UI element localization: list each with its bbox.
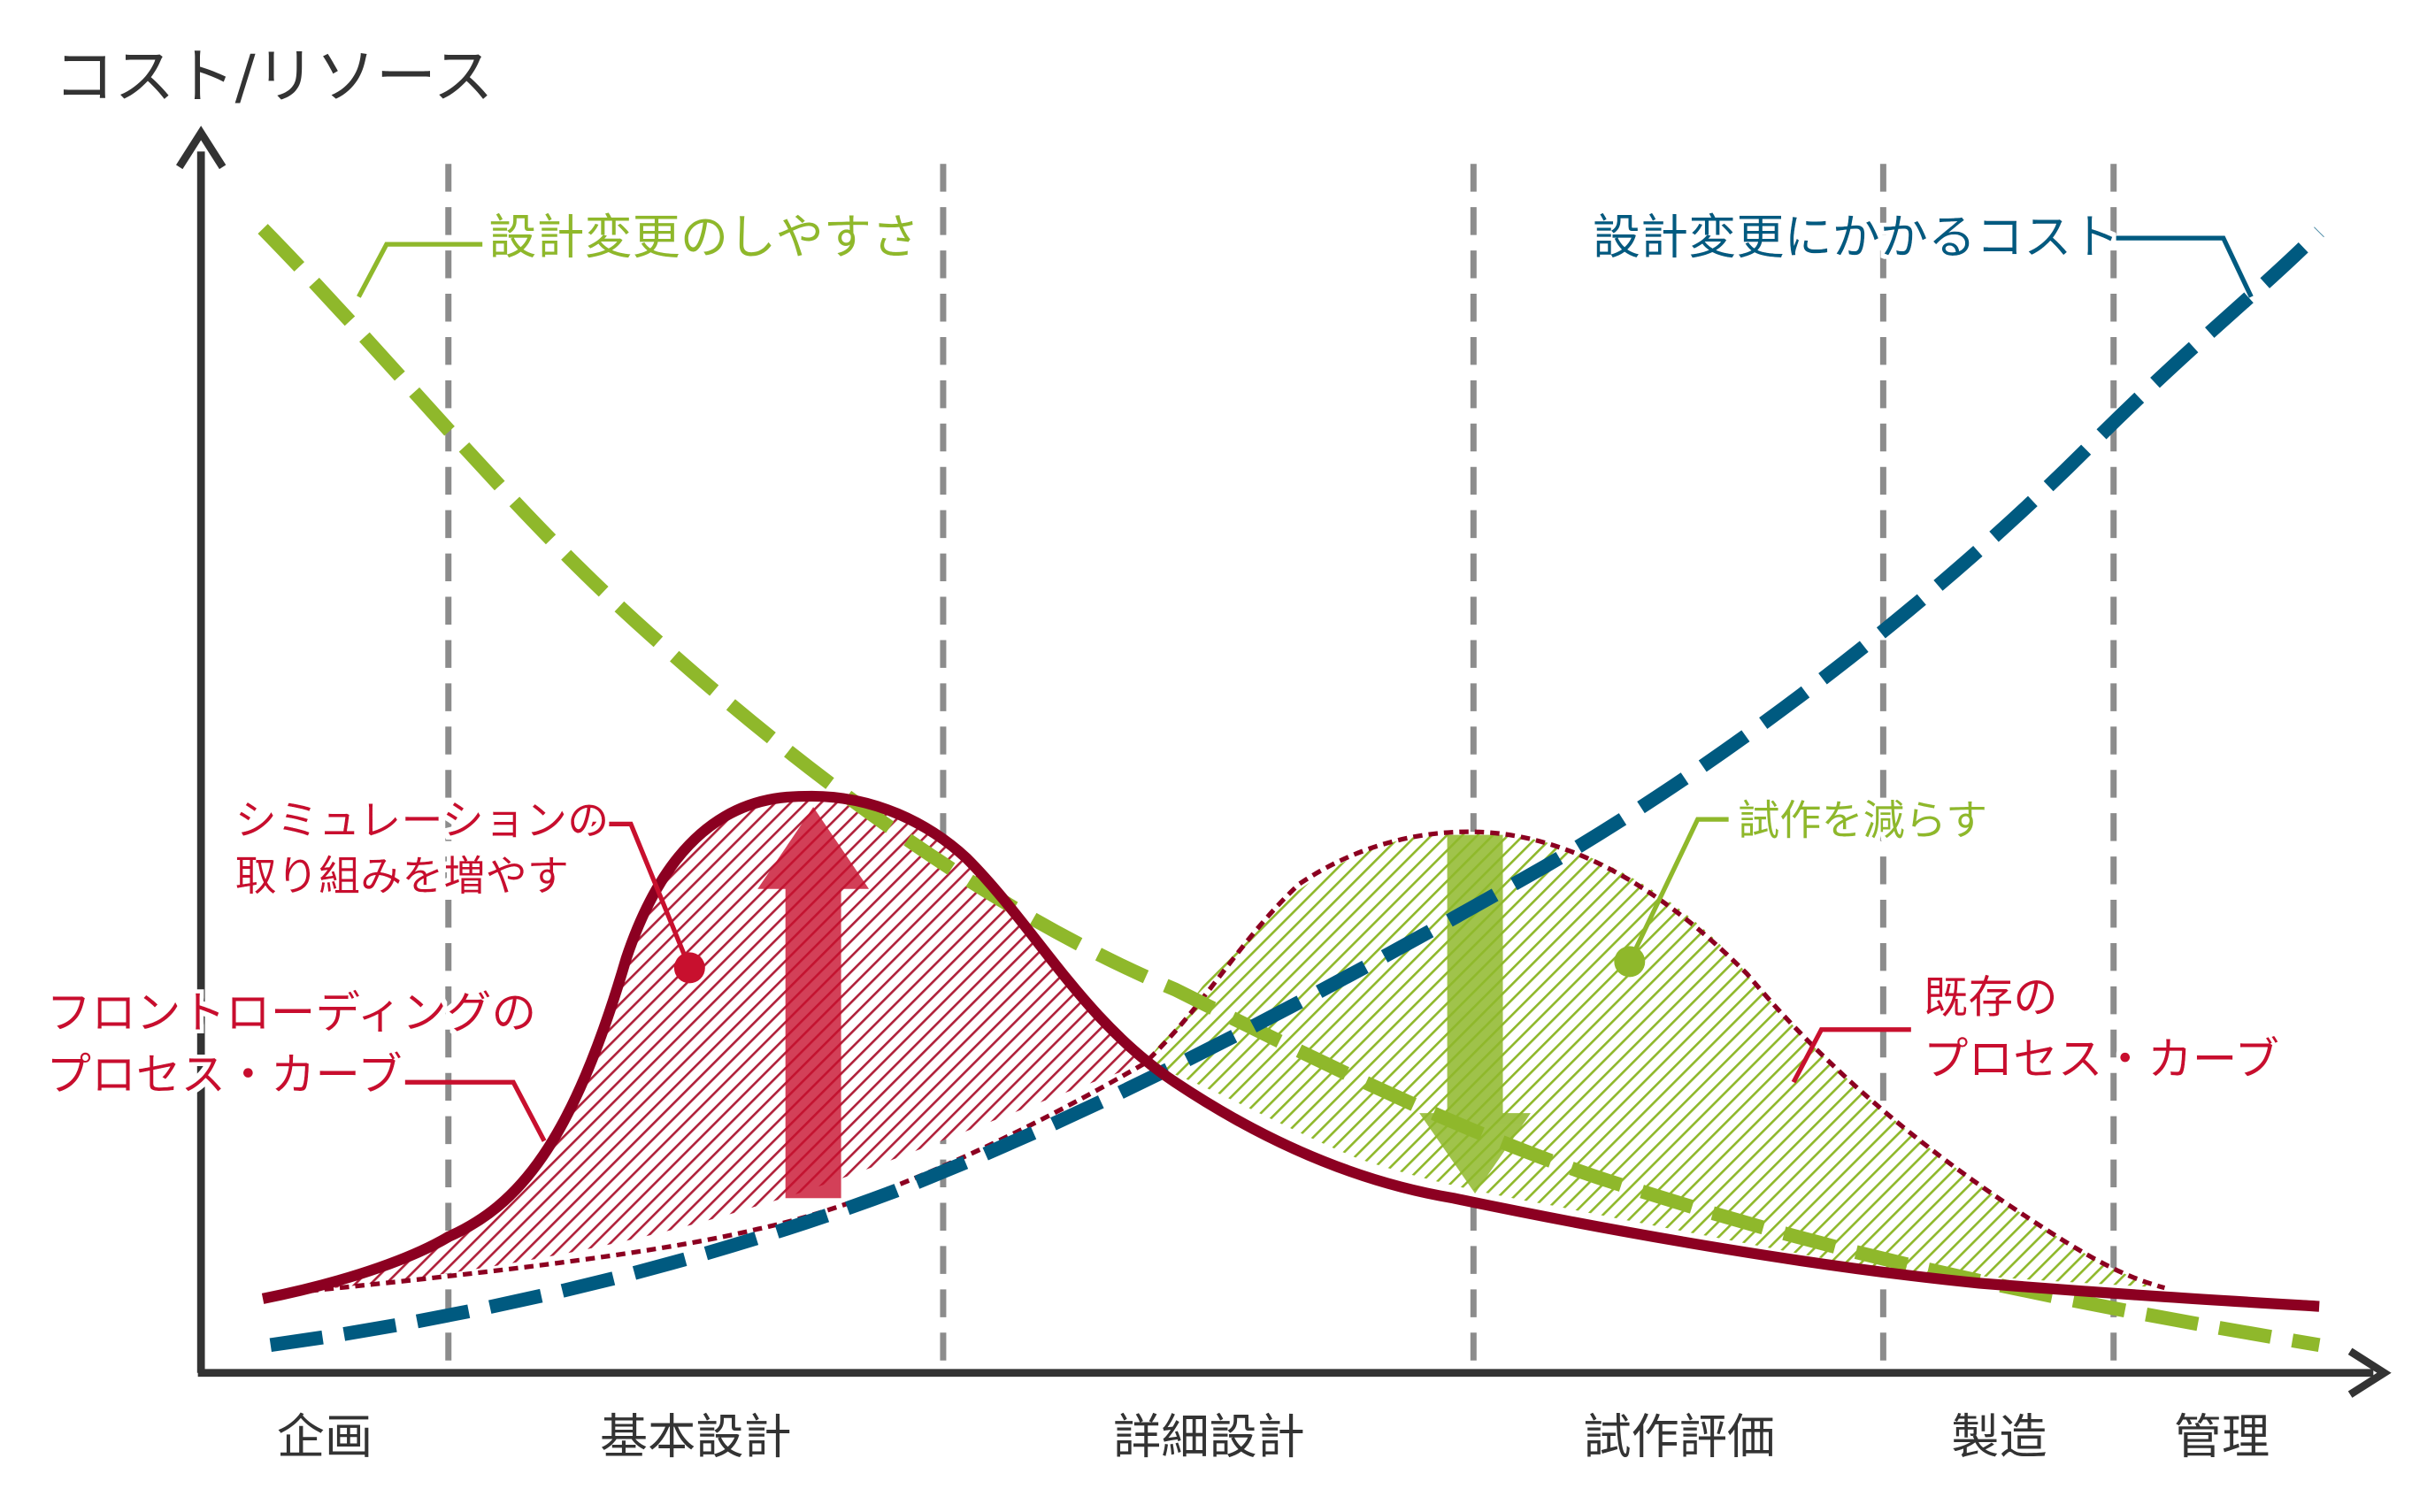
front-loading-process-curve	[261, 790, 2320, 1312]
prototype-callout-dot	[1614, 946, 1646, 978]
simulation-callout-leader	[590, 821, 692, 969]
phase-label-planning: 企画	[277, 1409, 373, 1465]
simulation-label-line-1: シミュレーションの	[235, 797, 610, 846]
phase-label-management: 管理	[2174, 1409, 2270, 1465]
y-axis-arrowhead	[176, 126, 227, 170]
front-loading-label-line-1: フロントローディングの	[46, 986, 536, 1039]
simulation-label-line-2: 取り組みを増やす	[235, 853, 569, 902]
existing-label-line-1: 既存の	[1924, 971, 2058, 1024]
cost-curve-label: 設計変更にかかるコスト	[1593, 210, 2120, 265]
ease-curve-label: 設計変更のしやすさ	[488, 210, 919, 265]
existing-label-line-2: プロセス・カーブ	[1924, 1032, 2279, 1085]
design-change-ease-curve	[257, 224, 2321, 1353]
increase-arrow	[757, 807, 870, 1199]
prototype-label: 試作を減らす	[1738, 797, 1987, 846]
front-loading-callout-leader	[404, 1079, 547, 1142]
front-loading-label: フロントローディングの プロセス・カーブ	[46, 986, 550, 1101]
simulation-label: シミュレーションの 取り組みを増やす	[235, 797, 623, 902]
phase-label-manufacturing: 製造	[1951, 1409, 2047, 1465]
prototype-callout-leader	[1627, 817, 1729, 963]
phase-label-detail-design: 詳細設計	[1113, 1409, 1305, 1465]
phase-label-prototype-eval: 試作評価	[1583, 1409, 1775, 1465]
cost-callout-leader	[2115, 235, 2254, 298]
x-axis-arrowhead	[2347, 1347, 2392, 1398]
ease-callout-leader	[357, 242, 483, 298]
y-axis-title: コスト/リソース	[54, 42, 494, 112]
existing-process-curve	[262, 829, 2166, 1298]
front-loading-label-line-2: プロセス・カーブ	[46, 1048, 402, 1101]
simulation-callout-dot	[673, 952, 705, 984]
axes	[176, 126, 2392, 1398]
existing-label: 既存の プロセス・カーブ	[1924, 971, 2279, 1086]
phase-labels: 企画 基本設計 詳細設計 試作評価 製造 管理	[277, 1409, 2270, 1465]
decrease-arrow	[1419, 834, 1531, 1194]
design-change-cost-curve	[269, 226, 2324, 1353]
phase-label-basic-design: 基本設計	[600, 1409, 792, 1465]
front-loading-gain-area	[263, 795, 1145, 1296]
existing-callout-leader	[1791, 1027, 1911, 1084]
